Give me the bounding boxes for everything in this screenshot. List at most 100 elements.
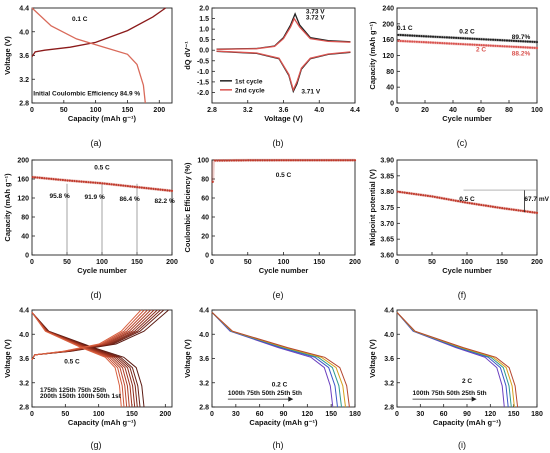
y-tick-label: 160 xyxy=(17,177,29,184)
y-tick-label: 3.2 xyxy=(384,380,394,387)
data-point xyxy=(535,211,539,214)
x-axis-label: Voltage (V) xyxy=(264,114,303,123)
data-point xyxy=(422,41,425,44)
data-point xyxy=(436,41,439,44)
data-point xyxy=(517,39,520,43)
data-point xyxy=(526,40,529,43)
data-point xyxy=(270,159,274,162)
data-point xyxy=(249,159,252,162)
data-point xyxy=(461,200,464,204)
data-point xyxy=(485,44,488,47)
data-point xyxy=(415,40,418,43)
data-point xyxy=(480,38,483,41)
y-tick-label: 3.6 xyxy=(19,356,29,363)
data-point xyxy=(433,195,436,199)
x-tick-label: 150 xyxy=(508,411,520,418)
y-tick-label: 3.75 xyxy=(380,205,394,212)
y-tick-label: -1.5 xyxy=(197,79,209,86)
x-tick-label: 50 xyxy=(60,107,68,114)
data-point xyxy=(489,38,492,41)
y-tick-label: 3.6 xyxy=(384,356,394,363)
data-point xyxy=(411,34,414,37)
data-point xyxy=(450,36,453,39)
y-tick-label: 160 xyxy=(382,37,394,44)
data-point xyxy=(422,35,425,38)
data-point xyxy=(50,177,53,181)
data-point xyxy=(454,199,457,202)
data-point xyxy=(403,191,406,194)
panel-label: (f) xyxy=(458,290,467,300)
data-point xyxy=(434,41,437,44)
y-tick-label: 120 xyxy=(382,53,394,60)
data-point xyxy=(94,181,97,184)
data-point xyxy=(445,197,448,201)
data-point xyxy=(408,34,412,37)
x-axis-label: Cycle number xyxy=(77,266,127,275)
data-point xyxy=(404,40,407,43)
data-point xyxy=(524,40,527,43)
annotation: Initial Coulombic Efficiency 84.9 % xyxy=(33,90,140,97)
data-point xyxy=(448,42,451,45)
data-point xyxy=(108,182,111,186)
data-point xyxy=(475,43,479,46)
y-axis-label: Midpoint potential (V) xyxy=(368,169,377,246)
data-point xyxy=(327,159,331,162)
data-point xyxy=(266,159,269,162)
x-tick-label: 120 xyxy=(484,411,496,418)
x-tick-label: 200 xyxy=(153,107,165,114)
y-axis-label: Voltage (V) xyxy=(368,339,377,378)
data-point xyxy=(464,43,467,46)
annotation: 200th 150th 100th 50th 1st xyxy=(40,393,122,400)
data-point xyxy=(443,36,446,39)
data-point xyxy=(101,182,104,185)
data-point xyxy=(80,180,83,183)
y-tick-label: 80 xyxy=(21,215,29,222)
data-point xyxy=(313,159,316,162)
data-point xyxy=(475,203,478,206)
data-point xyxy=(412,192,416,196)
data-point xyxy=(397,39,400,42)
data-point xyxy=(259,159,262,162)
data-point xyxy=(275,159,278,162)
y-axis-label: Capacity (mAh g⁻¹) xyxy=(368,21,377,90)
data-point xyxy=(87,181,90,184)
data-point xyxy=(147,187,150,190)
data-point xyxy=(415,34,418,37)
data-point xyxy=(110,183,113,186)
y-tick-label: 4.4 xyxy=(384,308,394,315)
x-tick-label: 150 xyxy=(131,259,143,266)
data-point xyxy=(103,182,106,185)
data-point xyxy=(478,43,481,47)
data-point xyxy=(59,178,62,181)
data-point xyxy=(508,45,511,48)
data-point xyxy=(232,159,236,162)
data-point xyxy=(522,46,525,49)
annotation: 100th 75th 50th 25th 5th xyxy=(228,390,302,397)
data-point xyxy=(531,211,534,214)
data-point xyxy=(484,204,488,207)
data-point xyxy=(480,203,483,207)
data-point xyxy=(528,46,532,49)
data-point xyxy=(429,35,432,38)
y-tick-label: -1.0 xyxy=(197,69,209,76)
data-point xyxy=(68,179,71,182)
data-point xyxy=(268,159,271,162)
annotation: 2 C xyxy=(476,47,486,54)
y-tick-label: 4.4 xyxy=(19,308,29,315)
data-point xyxy=(431,35,435,38)
data-point xyxy=(33,176,37,179)
y-tick-label: 240 xyxy=(382,6,394,13)
data-point xyxy=(477,203,481,206)
data-point xyxy=(492,44,495,47)
annotation: 67.7 mV xyxy=(524,196,549,203)
data-point xyxy=(531,40,534,43)
x-tick-label: 150 xyxy=(126,411,138,418)
data-point xyxy=(494,44,497,47)
y-axis-label: Voltage (V) xyxy=(3,339,12,378)
y-tick-label: 60 xyxy=(201,196,209,203)
data-point xyxy=(438,41,442,45)
data-point xyxy=(436,196,439,199)
data-point xyxy=(166,189,169,192)
data-point xyxy=(489,44,492,47)
data-point xyxy=(508,39,511,42)
